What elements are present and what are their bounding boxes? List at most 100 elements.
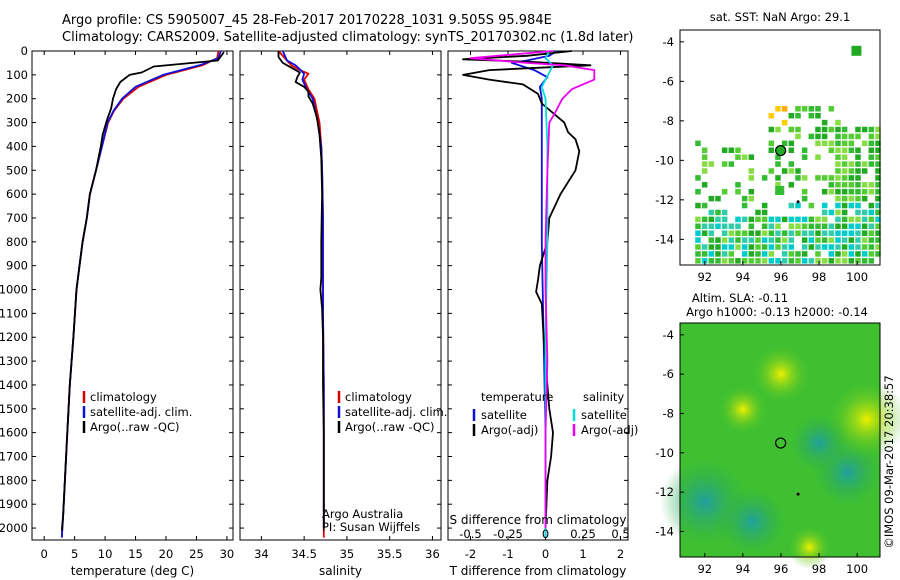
- sst-map-pixel: [775, 126, 781, 133]
- sst-map-pixel: [808, 237, 815, 243]
- sst-map-pixel: [835, 154, 841, 160]
- sst-map-pixel: [708, 223, 715, 230]
- sst-map-pixel: [755, 244, 761, 250]
- sst-map-pixel: [815, 140, 821, 147]
- difference-xtick-label: 0: [542, 547, 549, 561]
- sst-map-pixel: [875, 188, 881, 195]
- depth-tick-label: 1900: [0, 497, 28, 511]
- sst-map-pixel: [715, 195, 721, 202]
- sst-map-pixel: [795, 112, 801, 119]
- sst-map-pixel: [701, 161, 708, 167]
- sst-map-pixel: [848, 161, 855, 167]
- salinity-plot-frame: [239, 50, 442, 541]
- sst-map-pixel: [788, 244, 795, 250]
- sst-map-pixel: [808, 223, 815, 230]
- sst-map-pixel: [781, 216, 788, 223]
- sst-map-pixel: [868, 251, 875, 257]
- difference-series-sat_sal: [540, 50, 554, 538]
- sst-map-pixel: [748, 168, 755, 174]
- sst-map-pixel: [828, 237, 835, 243]
- sst-map-pixel: [695, 258, 701, 264]
- sst-map-ytick-label: -6: [663, 74, 674, 88]
- sst-map-pixel: [781, 230, 788, 236]
- sst-map-pixel: [815, 112, 821, 119]
- difference-s-tick-label: -0.5: [459, 527, 481, 541]
- sst-map-pixel: [748, 237, 755, 243]
- sla-map-field: [659, 323, 900, 570]
- sla-map-xtick-label: 92: [697, 562, 712, 576]
- sst-map-pixel: [768, 223, 775, 230]
- difference-s-tick-label: -0.25: [493, 527, 523, 541]
- sst-map-pixel: [868, 161, 875, 167]
- salinity-annotation-line-1: Argo Australia: [322, 507, 403, 521]
- sst-map-xtick-label: 96: [774, 270, 789, 284]
- sst-map-pixel: [721, 223, 728, 230]
- sst-map-pixel: [841, 216, 848, 223]
- sla-map-ytick-label: -14: [655, 524, 674, 538]
- temperature-xtick-label: 5: [71, 547, 78, 561]
- sst-map-pixel: [848, 175, 855, 181]
- sst-map-pixel: [875, 209, 881, 216]
- sst-map-island-marker: [796, 200, 800, 204]
- sst-map-pixel: [761, 237, 768, 243]
- sst-map-pixel: [721, 258, 728, 264]
- sst-map-pixel: [828, 175, 835, 181]
- sst-map-pixel: [695, 188, 701, 195]
- sst-map-pixel: [855, 154, 861, 160]
- sst-map-pixel: [728, 147, 735, 153]
- sst-map-pixel: [835, 195, 841, 202]
- sst-map-pixel: [875, 237, 881, 243]
- depth-tick-label: 1800: [0, 473, 28, 487]
- sst-map-pixel: [808, 112, 815, 119]
- sst-map-pixel: [701, 202, 708, 209]
- difference-legend-label: Argo(-adj): [481, 423, 538, 437]
- sla-map-xtick-label: 96: [774, 562, 789, 576]
- sst-map-pixel: [795, 251, 801, 257]
- sst-map-pixel: [768, 147, 775, 153]
- sst-map-pixel: [855, 258, 861, 264]
- sst-map-pixel: [801, 223, 808, 230]
- sst-map-pixel: [795, 258, 801, 264]
- sst-map-pixel: [695, 175, 701, 181]
- sst-map-pixel: [835, 209, 841, 216]
- sst-map-pixel: [775, 237, 781, 243]
- sst-map-pixel: [828, 223, 835, 230]
- sst-map-pixel: [775, 244, 781, 250]
- sst-map-pixel: [761, 209, 768, 216]
- sst-map-pixel: [761, 258, 768, 264]
- sst-map-pixel: [841, 168, 848, 174]
- sst-map-pixel: [868, 154, 875, 160]
- sst-map-pixel: [835, 161, 841, 167]
- sst-map-pixel: [848, 230, 855, 236]
- sst-map-pixel: [841, 223, 848, 230]
- sst-map-pixel: [795, 133, 801, 140]
- sst-map-pixel: [795, 223, 801, 230]
- sst-map-pixel: [741, 244, 748, 250]
- sst-map-pixel: [708, 209, 715, 216]
- sst-map-pixel: [835, 140, 841, 147]
- sst-map-pixel: [788, 237, 795, 243]
- sst-map-pixel: [875, 251, 881, 257]
- sla-map-ytick-label: -8: [663, 406, 674, 420]
- sst-map-pixel: [808, 133, 815, 140]
- sst-map-pixel: [701, 216, 708, 223]
- sst-map-pixel: [781, 258, 788, 264]
- salinity-xtick-label: 36: [425, 547, 440, 561]
- sst-map-pixel: [841, 230, 848, 236]
- sst-map-pixel: [728, 244, 735, 250]
- sst-map-pixel: [855, 230, 861, 236]
- difference-legend-temp-title: temperature: [481, 390, 553, 404]
- sst-map-pixel: [775, 106, 781, 112]
- sst-map-pixel: [875, 244, 881, 250]
- sst-map-pixel: [788, 182, 795, 188]
- sst-map-pixel: [815, 251, 821, 257]
- sst-map-pixel: [695, 244, 701, 250]
- sst-map-pixel: [795, 126, 801, 133]
- sst-map-pixel: [821, 216, 828, 223]
- sst-map-pixel: [855, 133, 861, 140]
- sst-map-pixel: [808, 244, 815, 250]
- sst-map-pixel: [695, 237, 701, 243]
- sst-map-pixel: [768, 258, 775, 264]
- salinity-xtick-label: 35.5: [377, 547, 403, 561]
